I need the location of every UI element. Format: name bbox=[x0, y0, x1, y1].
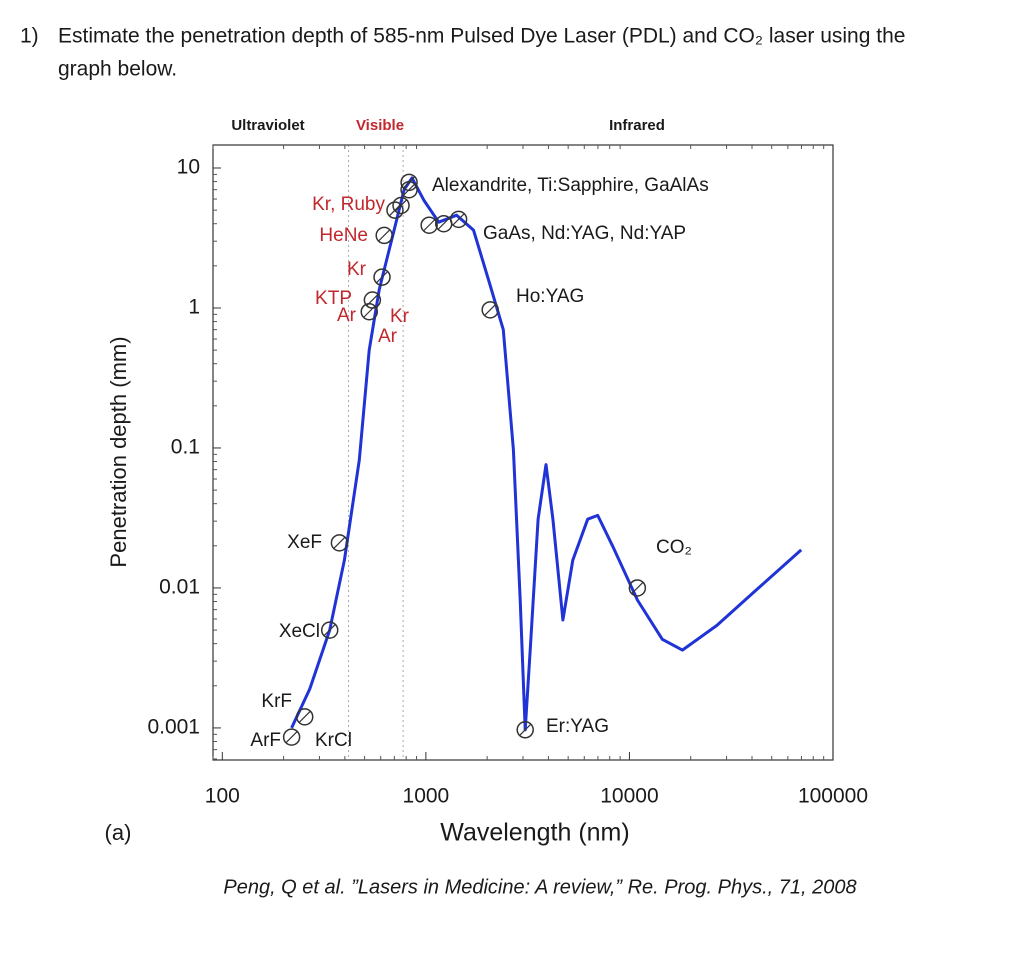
y-tick-label: 0.001 bbox=[147, 715, 200, 738]
laser-marker bbox=[420, 216, 438, 234]
laser-label: Kr bbox=[390, 306, 410, 327]
laser-label: CO₂ bbox=[656, 537, 692, 558]
laser-marker bbox=[481, 301, 499, 319]
laser-marker bbox=[516, 721, 534, 739]
x-tick-label: 10000 bbox=[600, 785, 658, 808]
marker-slash bbox=[365, 293, 379, 307]
laser-label: XeF bbox=[287, 532, 322, 553]
laser-label: Kr, Ruby bbox=[312, 194, 385, 215]
laser-label: Alexandrite, Ti:Sapphire, GaAlAs bbox=[432, 175, 709, 196]
marker-slash bbox=[375, 270, 389, 284]
marker-slash bbox=[518, 723, 532, 737]
marker-slash bbox=[437, 217, 451, 231]
laser-marker bbox=[400, 180, 418, 199]
x-axis-title: Wavelength (nm) bbox=[440, 819, 629, 847]
laser-label: Kr bbox=[347, 259, 367, 280]
laser-marker bbox=[386, 201, 404, 219]
laser-label: XeCl bbox=[279, 621, 320, 642]
laser-label: Ar bbox=[337, 305, 357, 326]
region-label: Infrared bbox=[609, 117, 665, 134]
marker-slash bbox=[483, 303, 497, 317]
laser-label: KrF bbox=[261, 691, 292, 712]
x-tick-label: 100000 bbox=[798, 785, 868, 808]
laser-label: Ho:YAG bbox=[516, 286, 584, 307]
y-tick-label: 0.1 bbox=[171, 436, 200, 459]
laser-label: GaAs, Nd:YAG, Nd:YAP bbox=[483, 223, 686, 244]
marker-slash bbox=[332, 536, 346, 550]
marker-slash bbox=[394, 199, 408, 212]
laser-marker bbox=[392, 196, 410, 215]
laser-marker bbox=[373, 268, 391, 286]
caption: Peng, Q et al. ”Lasers in Medicine: A re… bbox=[223, 876, 856, 898]
y-tick-label: 10 bbox=[177, 156, 200, 179]
laser-marker bbox=[628, 579, 647, 597]
laser-label: ArF bbox=[250, 730, 281, 751]
laser-marker bbox=[375, 226, 393, 245]
marker-slash bbox=[377, 228, 391, 242]
laser-marker bbox=[363, 291, 382, 309]
question-line: Estimate the penetration depth of 585-nm… bbox=[58, 25, 905, 48]
laser-marker bbox=[295, 708, 314, 726]
marker-slash bbox=[285, 730, 299, 744]
laser-label: Ar bbox=[378, 326, 398, 347]
question-line: graph below. bbox=[58, 58, 177, 81]
marker-slash bbox=[422, 218, 436, 232]
region-label: Ultraviolet bbox=[231, 117, 304, 134]
laser-marker bbox=[449, 210, 468, 229]
marker-slash bbox=[630, 581, 644, 595]
y-tick-label: 1 bbox=[188, 296, 200, 319]
laser-label: Er:YAG bbox=[546, 716, 609, 737]
y-tick-label: 0.01 bbox=[159, 575, 200, 598]
marker-slash bbox=[323, 623, 337, 637]
marker-slash bbox=[402, 183, 416, 197]
x-tick-label: 100 bbox=[205, 785, 240, 808]
laser-marker bbox=[330, 534, 349, 552]
question-number: 1) bbox=[20, 25, 39, 48]
data-line bbox=[290, 176, 803, 732]
laser-label: HeNe bbox=[319, 225, 368, 246]
marker-slash bbox=[298, 710, 312, 724]
marker-slash bbox=[452, 212, 466, 226]
panel-label: (a) bbox=[105, 820, 132, 845]
laser-marker bbox=[282, 728, 301, 746]
laser-label: KTP bbox=[315, 288, 352, 309]
region-label: Visible bbox=[356, 117, 404, 134]
laser-marker bbox=[320, 621, 339, 639]
y-axis-title: Penetration depth (mm) bbox=[106, 336, 131, 567]
x-tick-label: 1000 bbox=[403, 785, 450, 808]
laser-label: KrCl bbox=[315, 730, 352, 751]
